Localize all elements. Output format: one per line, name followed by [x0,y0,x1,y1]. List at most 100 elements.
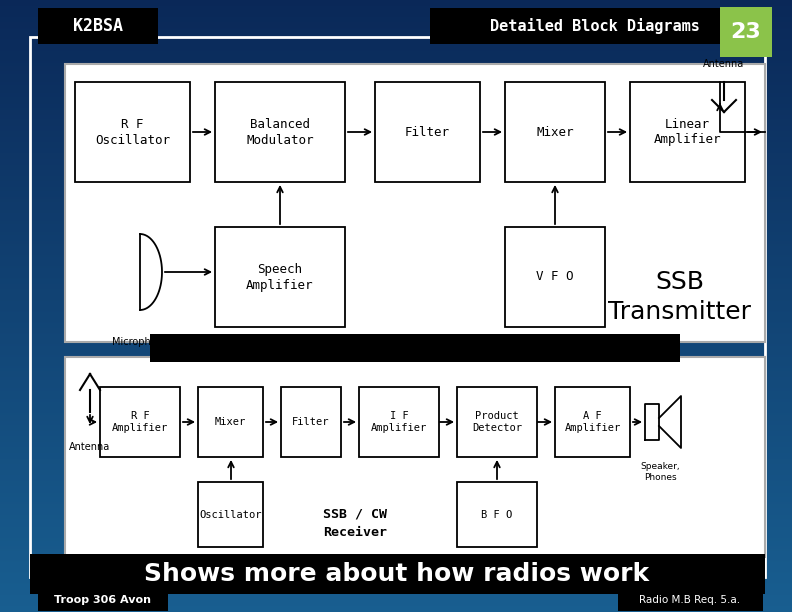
Bar [0,484,792,485]
Bar [0,320,792,321]
Bar [0,441,792,442]
Bar [0,92,792,93]
Bar [0,383,792,384]
Bar [0,568,792,569]
Text: K2BSA: K2BSA [73,17,123,35]
Bar [0,308,792,309]
Bar [0,365,792,366]
Bar [0,200,792,201]
Bar [0,379,792,380]
Bar [0,56,792,57]
Bar [0,558,792,559]
Bar [0,81,792,82]
Bar [0,376,792,377]
Bar [457,387,537,457]
Bar [0,243,792,244]
Bar [0,173,792,174]
Bar [0,372,792,373]
Bar [0,288,792,289]
Bar [0,120,792,121]
Bar [0,144,792,145]
Bar [0,7,792,8]
Bar [0,570,792,571]
Bar [0,183,792,184]
Bar [38,8,158,44]
Bar [0,240,792,241]
Bar [0,325,792,326]
Text: I F
Amplifier: I F Amplifier [371,411,427,433]
Bar [0,32,792,33]
Bar [0,22,792,23]
Bar [0,456,792,457]
Bar [0,428,792,429]
Bar [0,554,792,555]
Bar [0,210,792,211]
Bar [0,228,792,229]
Bar [0,475,792,476]
Bar [0,135,792,136]
Bar [0,440,792,441]
Bar [0,430,792,431]
Bar [0,150,792,151]
Bar [0,355,792,356]
Bar [215,82,345,182]
Bar [0,266,792,267]
Bar [0,596,792,597]
Bar [0,95,792,96]
Bar [0,229,792,230]
Bar [0,217,792,218]
Bar [0,24,792,25]
Bar [0,10,792,11]
Bar [0,15,792,16]
Bar [0,285,792,286]
Bar [0,174,792,175]
Bar [0,67,792,68]
Bar [0,354,792,355]
Bar [0,63,792,64]
Bar [0,122,792,123]
Bar [0,409,792,410]
Bar [0,445,792,446]
Bar [0,118,792,119]
Bar [0,576,792,577]
Bar [0,327,792,328]
Bar [0,262,792,263]
Bar [0,278,792,279]
Bar [0,78,792,79]
Bar [0,117,792,118]
Bar [0,23,792,24]
Bar [0,395,792,396]
Bar [0,608,792,609]
Bar [0,127,792,128]
Bar [0,437,792,438]
Bar [0,83,792,84]
Bar [0,264,792,265]
Bar [0,41,792,42]
Bar [0,346,792,347]
Bar [0,609,792,610]
Bar [0,131,792,132]
Bar [0,600,792,601]
Bar [0,197,792,198]
Bar [0,566,792,567]
Bar [0,110,792,111]
Bar [0,153,792,154]
Bar [0,510,792,511]
Bar [0,29,792,30]
Bar [0,44,792,45]
Bar [0,585,792,586]
Bar [0,454,792,455]
Bar [0,315,792,316]
Bar [0,502,792,503]
Bar [0,222,792,223]
Bar [0,392,792,393]
Bar [0,226,792,227]
Bar [0,592,792,593]
Bar [0,536,792,537]
Bar [0,209,792,210]
Bar [0,72,792,73]
Bar [0,45,792,46]
Bar [0,20,792,21]
Bar [0,239,792,240]
Bar [0,406,792,407]
